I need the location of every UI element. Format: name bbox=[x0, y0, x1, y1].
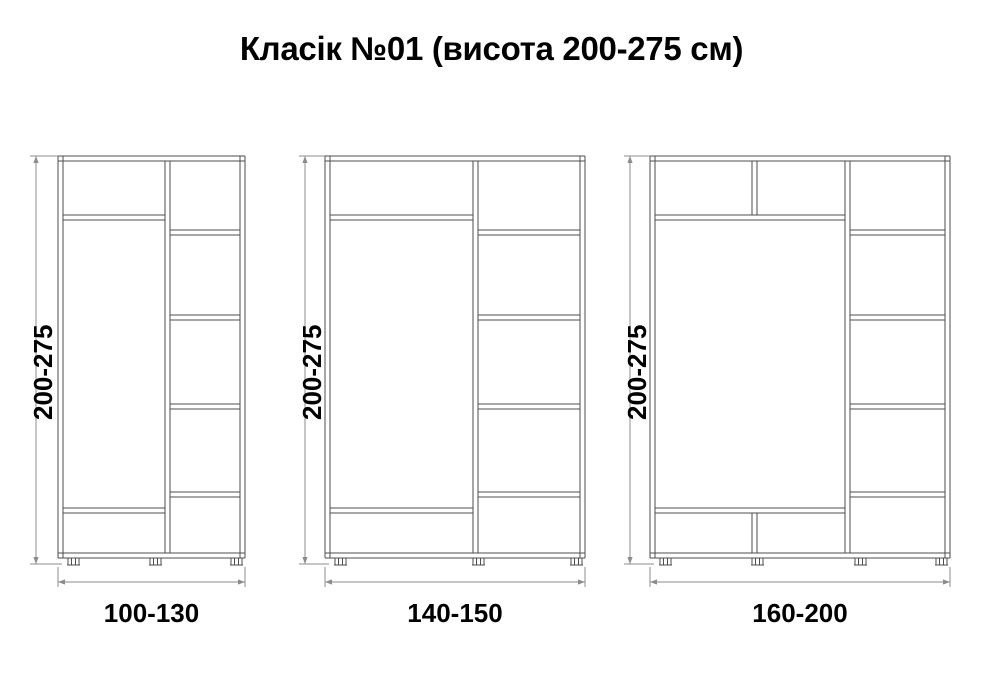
cabinet-1 bbox=[57, 155, 246, 566]
cabinet-1-foot-2 bbox=[149, 557, 162, 566]
cabinet-2-width-arrow-right bbox=[578, 579, 585, 585]
cabinet-3-height-arrow-top bbox=[627, 156, 633, 163]
cabinet-3-width-dimension bbox=[649, 567, 951, 587]
cabinet-3-foot-body-1 bbox=[659, 557, 672, 566]
cabinet-1-width-arrow-left bbox=[58, 579, 65, 585]
cabinet-3-width-label: 160-200 bbox=[752, 598, 848, 628]
cabinet-1-foot-body-2 bbox=[149, 557, 162, 566]
cabinet-1-height-arrow-top bbox=[33, 156, 39, 163]
cabinet-1-foot-3 bbox=[230, 557, 243, 566]
cabinet-2-width-label: 140-150 bbox=[407, 598, 503, 628]
cabinet-3-foot-1 bbox=[659, 557, 672, 566]
cabinet-2-height-dimension bbox=[299, 155, 329, 565]
cabinet-2-foot-body-1 bbox=[334, 557, 347, 566]
cabinet-1-width-arrow-right bbox=[238, 579, 245, 585]
cabinet-3-foot-body-3 bbox=[854, 557, 867, 566]
cabinet-2-height-arrow-bottom bbox=[302, 557, 308, 564]
cabinet-2-width-dimension bbox=[324, 567, 586, 587]
cabinet-2-height-label: 200-275 bbox=[297, 324, 327, 420]
cabinet-1-foot-body-1 bbox=[67, 557, 80, 566]
cabinet-3-height-label: 200-275 bbox=[622, 324, 652, 420]
cabinet-3-foot-2 bbox=[751, 557, 764, 566]
cabinet-1-height-dimension bbox=[30, 155, 62, 565]
cabinet-2-foot-1 bbox=[334, 557, 347, 566]
cabinet-1-foot-body-3 bbox=[230, 557, 243, 566]
cabinet-3-height-dimension bbox=[624, 155, 654, 565]
cabinet-1-height-arrow-bottom bbox=[33, 557, 39, 564]
cabinet-1-width-dimension bbox=[57, 567, 246, 587]
cabinet-3-width-arrow-left bbox=[650, 579, 657, 585]
cabinet-3-foot-body-2 bbox=[751, 557, 764, 566]
cabinet-2-foot-body-3 bbox=[570, 557, 583, 566]
cabinet-1-width-label: 100-130 bbox=[103, 598, 200, 628]
cabinet-3-foot-4 bbox=[935, 557, 948, 566]
page-title: Класік №01 (висота 200-275 см) bbox=[239, 30, 744, 67]
cabinet-1-height-label: 200-275 bbox=[28, 324, 58, 420]
cabinet-2-width-arrow-left bbox=[325, 579, 332, 585]
cabinet-2-height-arrow-top bbox=[302, 156, 308, 163]
cabinet-3 bbox=[649, 155, 951, 566]
cabinet-2 bbox=[324, 155, 586, 566]
cabinet-2-foot-2 bbox=[472, 557, 485, 566]
cabinet-3-width-arrow-right bbox=[943, 579, 950, 585]
cabinet-3-foot-body-4 bbox=[935, 557, 948, 566]
cabinet-3-foot-3 bbox=[854, 557, 867, 566]
cabinet-3-height-arrow-bottom bbox=[627, 557, 633, 564]
cabinet-1-foot-1 bbox=[67, 557, 80, 566]
cabinet-2-foot-3 bbox=[570, 557, 583, 566]
cabinet-2-foot-body-2 bbox=[472, 557, 485, 566]
